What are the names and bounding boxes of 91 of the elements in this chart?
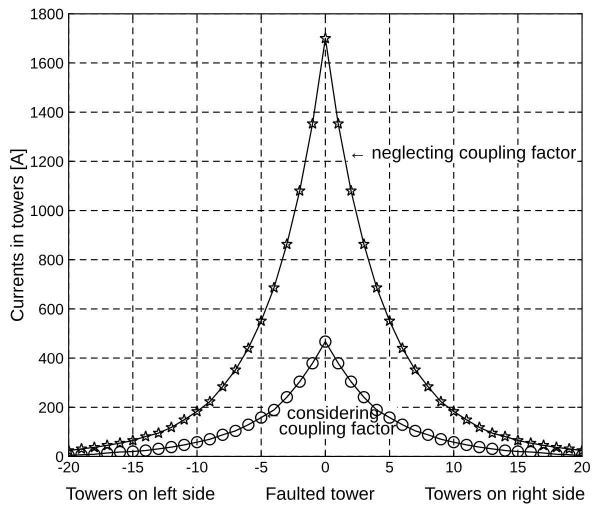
point [409,424,422,438]
point [242,342,254,354]
point [563,442,576,454]
y-tick-label: 200 [39,402,64,413]
point [319,32,332,44]
point [191,405,203,417]
point [204,395,216,407]
point [370,282,383,293]
point [498,444,512,456]
point [384,314,396,326]
annotation: ← neglecting coupling factor [352,146,576,162]
point [422,428,434,441]
point [486,426,498,438]
y-tick-label: 1800 [30,8,64,20]
point [524,446,537,456]
x-tick-label: -20 [58,462,80,473]
point [76,442,88,454]
point [294,376,306,388]
x-tick-label: 15 [510,462,526,473]
point [165,421,178,433]
point [230,364,242,375]
point [512,445,524,456]
point [114,436,126,448]
y-tick-label: 1000 [30,205,64,216]
y-tick-label: 1400 [30,107,64,118]
y-tick-label: 800 [38,254,64,266]
point [460,414,472,425]
point [306,357,319,370]
point [306,118,318,129]
y-tick-label: 600 [39,304,64,315]
point [216,428,229,441]
point [460,438,473,452]
point [280,391,294,404]
point [448,405,460,417]
x-tick-label: 20 [574,462,590,473]
point [550,441,562,452]
point [190,436,204,448]
point [268,282,280,293]
point [204,433,216,446]
point [255,411,268,424]
point [396,418,409,431]
point [512,434,524,446]
point [358,391,370,404]
point [524,436,537,448]
y-tick-label: 1200 [30,156,64,168]
point [178,438,190,452]
point [101,439,114,451]
point [280,238,293,250]
point [178,414,190,425]
point [126,445,140,456]
x-tick-label: -10 [186,462,208,473]
point [434,433,448,446]
point [434,395,447,407]
point [358,238,370,250]
point [396,342,408,354]
point [473,421,486,433]
point [345,184,357,196]
x-tick-label: 10 [446,462,462,473]
point [294,184,306,196]
point [140,430,152,442]
x-tick-label: 5 [386,462,394,473]
point [332,118,344,129]
point [114,446,126,456]
point [88,441,100,452]
point [448,436,460,448]
point [486,442,498,456]
point [216,380,229,392]
y-tick-label: 0 [56,451,64,462]
y-tick-label: 400 [38,352,64,364]
x-tick-label: -15 [122,462,144,473]
x-axis-title: Towers on left side Faulted tower Towers on right side [66,486,584,504]
point [152,426,164,438]
point [473,440,486,454]
y-axis-title: Currents in towers [A] [10,150,28,321]
point [409,364,422,375]
point [422,380,434,392]
x-tick-label: -5 [255,462,268,473]
point [499,430,511,442]
point [242,418,255,431]
point [319,335,332,348]
point [344,376,358,388]
point [152,442,165,456]
y-tick-label: 1600 [30,58,64,69]
point [165,440,178,454]
point [538,439,550,451]
point [139,444,152,456]
point [229,424,242,438]
x-tick-label: 0 [322,462,330,473]
point [255,314,268,326]
point [332,357,344,370]
point [126,434,139,446]
